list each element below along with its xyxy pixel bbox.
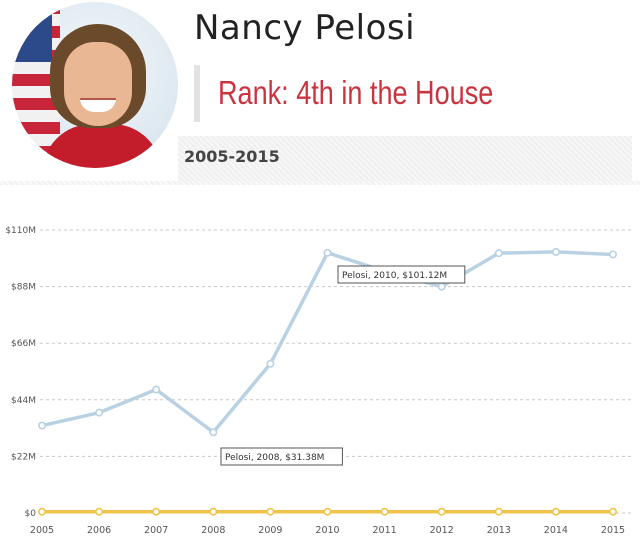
profile-name: Nancy Pelosi	[194, 8, 416, 48]
y-tick-label: $0	[25, 509, 37, 519]
y-tick-label: $88M	[11, 283, 36, 293]
data-point[interactable]	[95, 408, 104, 417]
data-point[interactable]	[323, 507, 332, 516]
tooltip-box	[220, 447, 343, 466]
chart-canvas: $0 $22M $44M $66M $88M $110M 2005 2006 2007 2008…	[5, 226, 632, 536]
data-point[interactable]	[37, 507, 46, 516]
data-point[interactable]	[95, 507, 104, 516]
chart-tooltips: Pelosi, 2008, $31.38M Pelosi, 2010, $101.…	[220, 265, 466, 466]
x-tick-label: 2005	[30, 525, 54, 536]
data-point[interactable]	[37, 421, 46, 430]
data-point[interactable]	[152, 507, 161, 516]
rank-accent-bar	[194, 65, 200, 122]
x-tick-label: 2012	[430, 525, 454, 536]
tooltip-label: Pelosi, 2010, $101.12M	[342, 271, 447, 281]
x-tick-label: 2010	[315, 525, 339, 536]
x-axis-ticks: 2005 2006 2007 2008 2009 2010 2011 2012 2013 2014…	[30, 525, 625, 536]
header-divider	[0, 181, 640, 185]
data-point[interactable]	[551, 507, 560, 516]
y-tick-label: $44M	[11, 396, 36, 406]
x-tick-label: 2014	[544, 525, 568, 536]
data-point[interactable]	[437, 507, 446, 516]
chart-series	[37, 247, 617, 516]
data-point[interactable]	[152, 385, 161, 394]
rank-label: Rank: 4th in the House	[218, 74, 494, 111]
profile-header: Nancy Pelosi Rank: 4th in the House 2005…	[0, 0, 640, 185]
data-point[interactable]	[380, 507, 389, 516]
data-point[interactable]	[323, 248, 332, 257]
tooltip-label: Pelosi, 2008, $31.38M	[225, 453, 324, 463]
net-worth-line-chart: $0 $22M $44M $66M $88M $110M 2005 2006 2007 2008…	[0, 190, 640, 545]
data-point[interactable]	[608, 250, 617, 259]
data-point[interactable]	[494, 249, 503, 258]
chart-gridlines	[40, 229, 632, 514]
x-tick-label: 2011	[373, 525, 397, 536]
data-point[interactable]	[437, 282, 446, 291]
series-line	[41, 250, 614, 435]
y-tick-label: $22M	[11, 452, 36, 462]
data-point[interactable]	[266, 507, 275, 516]
data-point[interactable]	[209, 428, 218, 437]
period-label: 2005-2015	[184, 147, 280, 166]
x-tick-label: 2007	[144, 525, 168, 536]
profile-photo	[12, 2, 178, 168]
period-band	[178, 136, 632, 183]
data-point[interactable]	[608, 507, 617, 516]
x-tick-label: 2008	[201, 525, 225, 536]
data-point[interactable]	[209, 507, 218, 516]
y-tick-label: $66M	[11, 339, 36, 349]
x-tick-label: 2013	[487, 525, 511, 536]
tooltip-box	[337, 265, 466, 284]
y-axis-ticks: $0 $22M $44M $66M $88M $110M	[5, 226, 36, 519]
data-point[interactable]	[551, 247, 560, 256]
data-point[interactable]	[494, 507, 503, 516]
data-point[interactable]	[266, 359, 275, 368]
x-tick-label: 2009	[258, 525, 282, 536]
y-tick-label: $110M	[5, 226, 36, 236]
x-tick-label: 2015	[601, 525, 625, 536]
x-tick-label: 2006	[87, 525, 111, 536]
